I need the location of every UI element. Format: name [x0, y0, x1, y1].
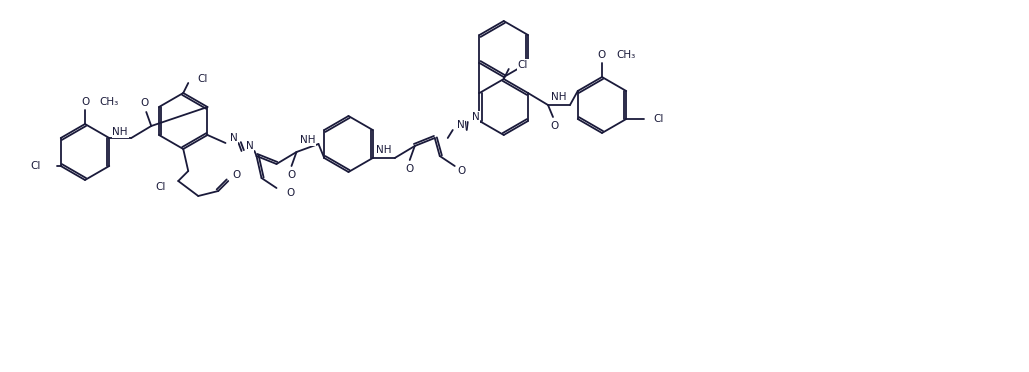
Text: O: O — [458, 166, 466, 176]
Text: NH: NH — [552, 92, 567, 102]
Text: O: O — [287, 170, 295, 180]
Text: O: O — [598, 50, 606, 60]
Text: N: N — [472, 112, 480, 122]
Text: Cl: Cl — [198, 74, 208, 84]
Text: N: N — [229, 133, 238, 143]
Text: O: O — [286, 188, 294, 198]
Text: O: O — [233, 170, 241, 180]
Text: O: O — [81, 97, 90, 107]
Text: O: O — [551, 121, 559, 131]
Text: N: N — [246, 141, 253, 151]
Text: Cl: Cl — [31, 161, 41, 171]
Text: O: O — [405, 164, 414, 174]
Text: NH: NH — [376, 145, 391, 155]
Text: CH₃: CH₃ — [616, 50, 635, 60]
Text: NH: NH — [299, 135, 315, 145]
Text: N: N — [457, 120, 465, 130]
Text: Cl: Cl — [653, 114, 664, 124]
Text: NH: NH — [112, 127, 128, 137]
Text: O: O — [140, 98, 148, 108]
Text: CH₃: CH₃ — [99, 97, 118, 107]
Text: Cl: Cl — [155, 182, 167, 192]
Text: Cl: Cl — [518, 60, 528, 70]
